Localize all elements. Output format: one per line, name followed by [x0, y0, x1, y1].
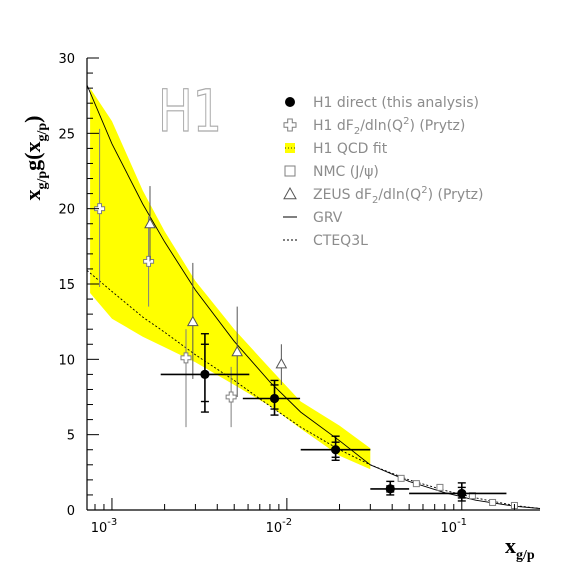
- legend-item: H1 dF2/dln(Q2) (Prytz): [283, 116, 465, 137]
- y-axis-label: xg/pg(xg/p): [20, 115, 50, 200]
- data-markers-layer: [94, 128, 518, 509]
- legend-label: H1 dF2/dln(Q2) (Prytz): [313, 116, 465, 137]
- h1-prytz-point: [180, 329, 192, 428]
- legend-marker-band: [285, 143, 295, 153]
- zeus-prytz-marker: [186, 315, 199, 327]
- legend-label: CTEQ3L: [313, 233, 368, 249]
- nmc-point: [489, 498, 497, 506]
- legend-item: CTEQ3L: [283, 233, 368, 249]
- h1-prytz-marker: [225, 391, 237, 403]
- axes: 0 5 10 15 20 25 30 10-3 10-2 10-1: [58, 52, 540, 536]
- legend-item: NMC (J/ψ): [284, 164, 379, 180]
- qcd-fit-band: [90, 88, 371, 470]
- nmc-point: [397, 474, 405, 482]
- zeus-prytz-marker: [144, 217, 156, 229]
- legend-marker-filled-circle: [285, 97, 295, 107]
- y-tick-label: 5: [67, 429, 75, 444]
- h1-watermark: H1: [158, 77, 222, 145]
- nmc-point: [412, 480, 420, 488]
- h1-direct-marker: [331, 445, 341, 455]
- h1-direct-point: [370, 480, 410, 496]
- h1-prytz-point: [143, 216, 155, 307]
- legend-marker-open-square: [284, 165, 296, 177]
- h1-direct-point: [160, 333, 250, 413]
- legend-label: H1 QCD fit: [313, 141, 388, 157]
- x-tick-label: 10-1: [441, 517, 468, 536]
- zeus-prytz-point: [231, 306, 244, 397]
- x-tick-label: 10-2: [266, 517, 293, 536]
- h1-direct-marker: [200, 369, 210, 379]
- h1-direct-marker: [457, 488, 467, 499]
- h1-direct-marker: [269, 393, 280, 404]
- legend-label: H1 direct (this analysis): [313, 95, 479, 111]
- zeus-prytz-marker: [275, 357, 288, 369]
- zeus-prytz-point: [144, 186, 156, 262]
- h1-prytz-marker: [94, 203, 106, 215]
- y-tick-label: 25: [58, 127, 75, 142]
- legend-label: ZEUS dF2/dln(Q2) (Prytz): [313, 185, 484, 206]
- zeus-prytz-point: [186, 262, 199, 379]
- qcd-fit-band-layer: [90, 88, 371, 470]
- legend-label: GRV: [313, 210, 343, 226]
- legend-marker-open-cross: [283, 118, 297, 132]
- legend-item: ZEUS dF2/dln(Q2) (Prytz): [283, 185, 484, 206]
- h1-prytz-point: [225, 366, 237, 428]
- legend-item: H1 QCD fit: [285, 141, 388, 157]
- h1-direct-marker: [385, 484, 395, 494]
- h1-direct-point: [300, 435, 371, 461]
- zeus-prytz-point: [275, 344, 288, 385]
- x-tick-label: 10-3: [91, 517, 118, 536]
- h1-prytz-point: [94, 128, 106, 288]
- y-tick-label: 20: [58, 203, 75, 218]
- y-tick-label: 10: [58, 353, 75, 368]
- h1-direct-point: [242, 379, 301, 416]
- y-tick-label: 15: [58, 278, 75, 293]
- y-tick-label: 0: [67, 504, 75, 519]
- legend-item: GRV: [283, 210, 343, 226]
- y-tick-label: 30: [58, 52, 75, 67]
- h1-prytz-marker: [143, 255, 155, 267]
- legend: H1 direct (this analysis) H1 dF2/dln(Q2) …: [283, 95, 484, 249]
- legend-item: H1 direct (this analysis): [285, 95, 479, 111]
- x-axis-label: xg/p: [505, 533, 535, 563]
- nmc-point: [436, 483, 444, 491]
- zeus-prytz-marker: [231, 345, 244, 357]
- h1-prytz-marker: [180, 352, 192, 364]
- axis-labels: xg/pg(xg/p) xg/p: [20, 115, 535, 563]
- legend-label: NMC (J/ψ): [313, 164, 379, 180]
- legend-marker-open-triangle: [283, 186, 297, 200]
